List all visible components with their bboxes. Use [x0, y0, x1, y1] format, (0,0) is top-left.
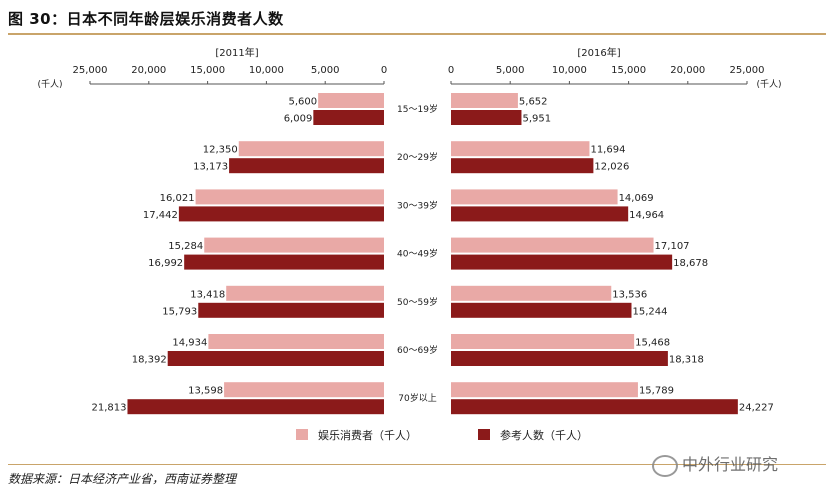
unit-label-1: (千人): [756, 79, 781, 90]
data-label: 13,418: [190, 289, 225, 300]
category-label: 60～69岁: [397, 344, 438, 356]
legend-swatch-reference: [478, 429, 490, 440]
x-tick-label: 10,000: [249, 65, 284, 76]
data-label: 14,934: [172, 338, 207, 349]
legend-label-reference: 参考人数（千人）: [500, 428, 588, 442]
butterfly-bar-chart: [2011年] 0 5,000 10,000 15,000 20,000 25,000 (千人…: [37, 46, 781, 442]
data-label: 14,964: [629, 210, 664, 221]
x-tick-label: 25,000: [730, 65, 765, 76]
x-tick-label: 5,000: [311, 65, 340, 76]
data-label: 15,284: [168, 241, 203, 252]
data-label: 12,350: [203, 145, 238, 156]
data-label: 13,598: [188, 386, 223, 397]
watermark-text: 中外行业研究: [682, 455, 779, 474]
x-tick-label: 0: [381, 65, 387, 76]
data-label: 14,069: [619, 193, 654, 204]
legend-label-consumers: 娱乐消费者（千人）: [318, 428, 417, 442]
data-label: 6,009: [284, 114, 313, 125]
bar-2016-reference: [451, 110, 522, 125]
x-tick-label: 20,000: [670, 65, 705, 76]
bar-2011-reference: [178, 206, 384, 222]
bar-2016-consumers: [451, 285, 612, 301]
bar-2011-consumers: [318, 93, 384, 108]
bar-2011-reference: [198, 302, 384, 318]
x-tick-label: 20,000: [131, 65, 166, 76]
bar-2016-reference: [451, 351, 668, 366]
bar-2016-reference: [451, 206, 629, 222]
data-label: 5,951: [522, 114, 551, 125]
data-label: 13,536: [612, 289, 647, 300]
data-label: 13,173: [193, 162, 228, 173]
data-label: 18,392: [132, 355, 167, 366]
bar-2011-consumers: [195, 189, 384, 205]
bar-2016-consumers: [451, 93, 518, 108]
data-label: 24,227: [739, 403, 774, 414]
bar-2011-reference: [184, 254, 384, 270]
watermark: 中外行业研究: [652, 451, 778, 477]
bar-2011-reference: [167, 351, 384, 366]
bar-2016-consumers: [451, 382, 638, 398]
bar-2016-reference: [451, 158, 594, 174]
bar-2011-consumers: [204, 237, 384, 253]
data-label: 16,021: [160, 193, 195, 204]
panel-title-0: [2011年]: [215, 46, 258, 59]
category-label: 30～39岁: [397, 199, 438, 211]
bar-2016-reference: [451, 399, 738, 415]
title-rule: [8, 33, 826, 35]
data-label: 17,442: [143, 210, 178, 221]
bar-2016-consumers: [451, 334, 635, 349]
bar-2016-reference: [451, 302, 632, 318]
page-title: 图 30：日本不同年龄层娱乐消费者人数: [8, 10, 284, 28]
data-label: 5,652: [519, 97, 548, 108]
unit-label-0: (千人): [37, 79, 62, 90]
data-label: 15,793: [162, 306, 197, 317]
data-label: 15,468: [635, 338, 670, 349]
category-label: 70岁以上: [398, 392, 436, 404]
source-note: 数据来源：日本经济产业省，西南证券整理: [8, 472, 237, 486]
data-label: 15,789: [639, 386, 674, 397]
footer-rule: [8, 464, 826, 465]
wechat-icon: [652, 454, 678, 477]
x-tick-label: 0: [448, 65, 454, 76]
legend-swatch-consumers: [296, 429, 308, 440]
data-label: 12,026: [594, 162, 629, 173]
panel-title-1: [2016年]: [577, 46, 620, 59]
category-label: 20～29岁: [397, 151, 438, 163]
data-label: 21,813: [91, 403, 126, 414]
bar-2011-consumers: [238, 141, 384, 157]
data-label: 15,244: [632, 306, 667, 317]
bar-2011-consumers: [208, 334, 384, 349]
data-label: 18,678: [673, 258, 708, 269]
data-label: 18,318: [669, 355, 704, 366]
bar-2016-consumers: [451, 141, 590, 157]
data-label: 17,107: [655, 241, 690, 252]
bar-2011-reference: [127, 399, 384, 415]
bar-2011-consumers: [224, 382, 384, 398]
x-tick-label: 25,000: [73, 65, 108, 76]
data-label: 5,600: [289, 97, 318, 108]
bar-2011-reference: [229, 158, 384, 174]
x-tick-label: 10,000: [552, 65, 587, 76]
x-tick-label: 15,000: [611, 65, 646, 76]
bar-2016-consumers: [451, 189, 618, 205]
category-label: 50～59岁: [397, 296, 438, 308]
bar-2016-consumers: [451, 237, 654, 253]
data-label: 16,992: [148, 258, 183, 269]
x-tick-label: 5,000: [496, 65, 525, 76]
category-label: 15～19岁: [397, 103, 438, 115]
bar-2011-reference: [313, 110, 384, 125]
x-tick-label: 15,000: [190, 65, 225, 76]
category-label: 40～49岁: [397, 248, 438, 260]
bar-2011-consumers: [226, 285, 384, 301]
bar-2016-reference: [451, 254, 673, 270]
data-label: 11,694: [590, 145, 625, 156]
